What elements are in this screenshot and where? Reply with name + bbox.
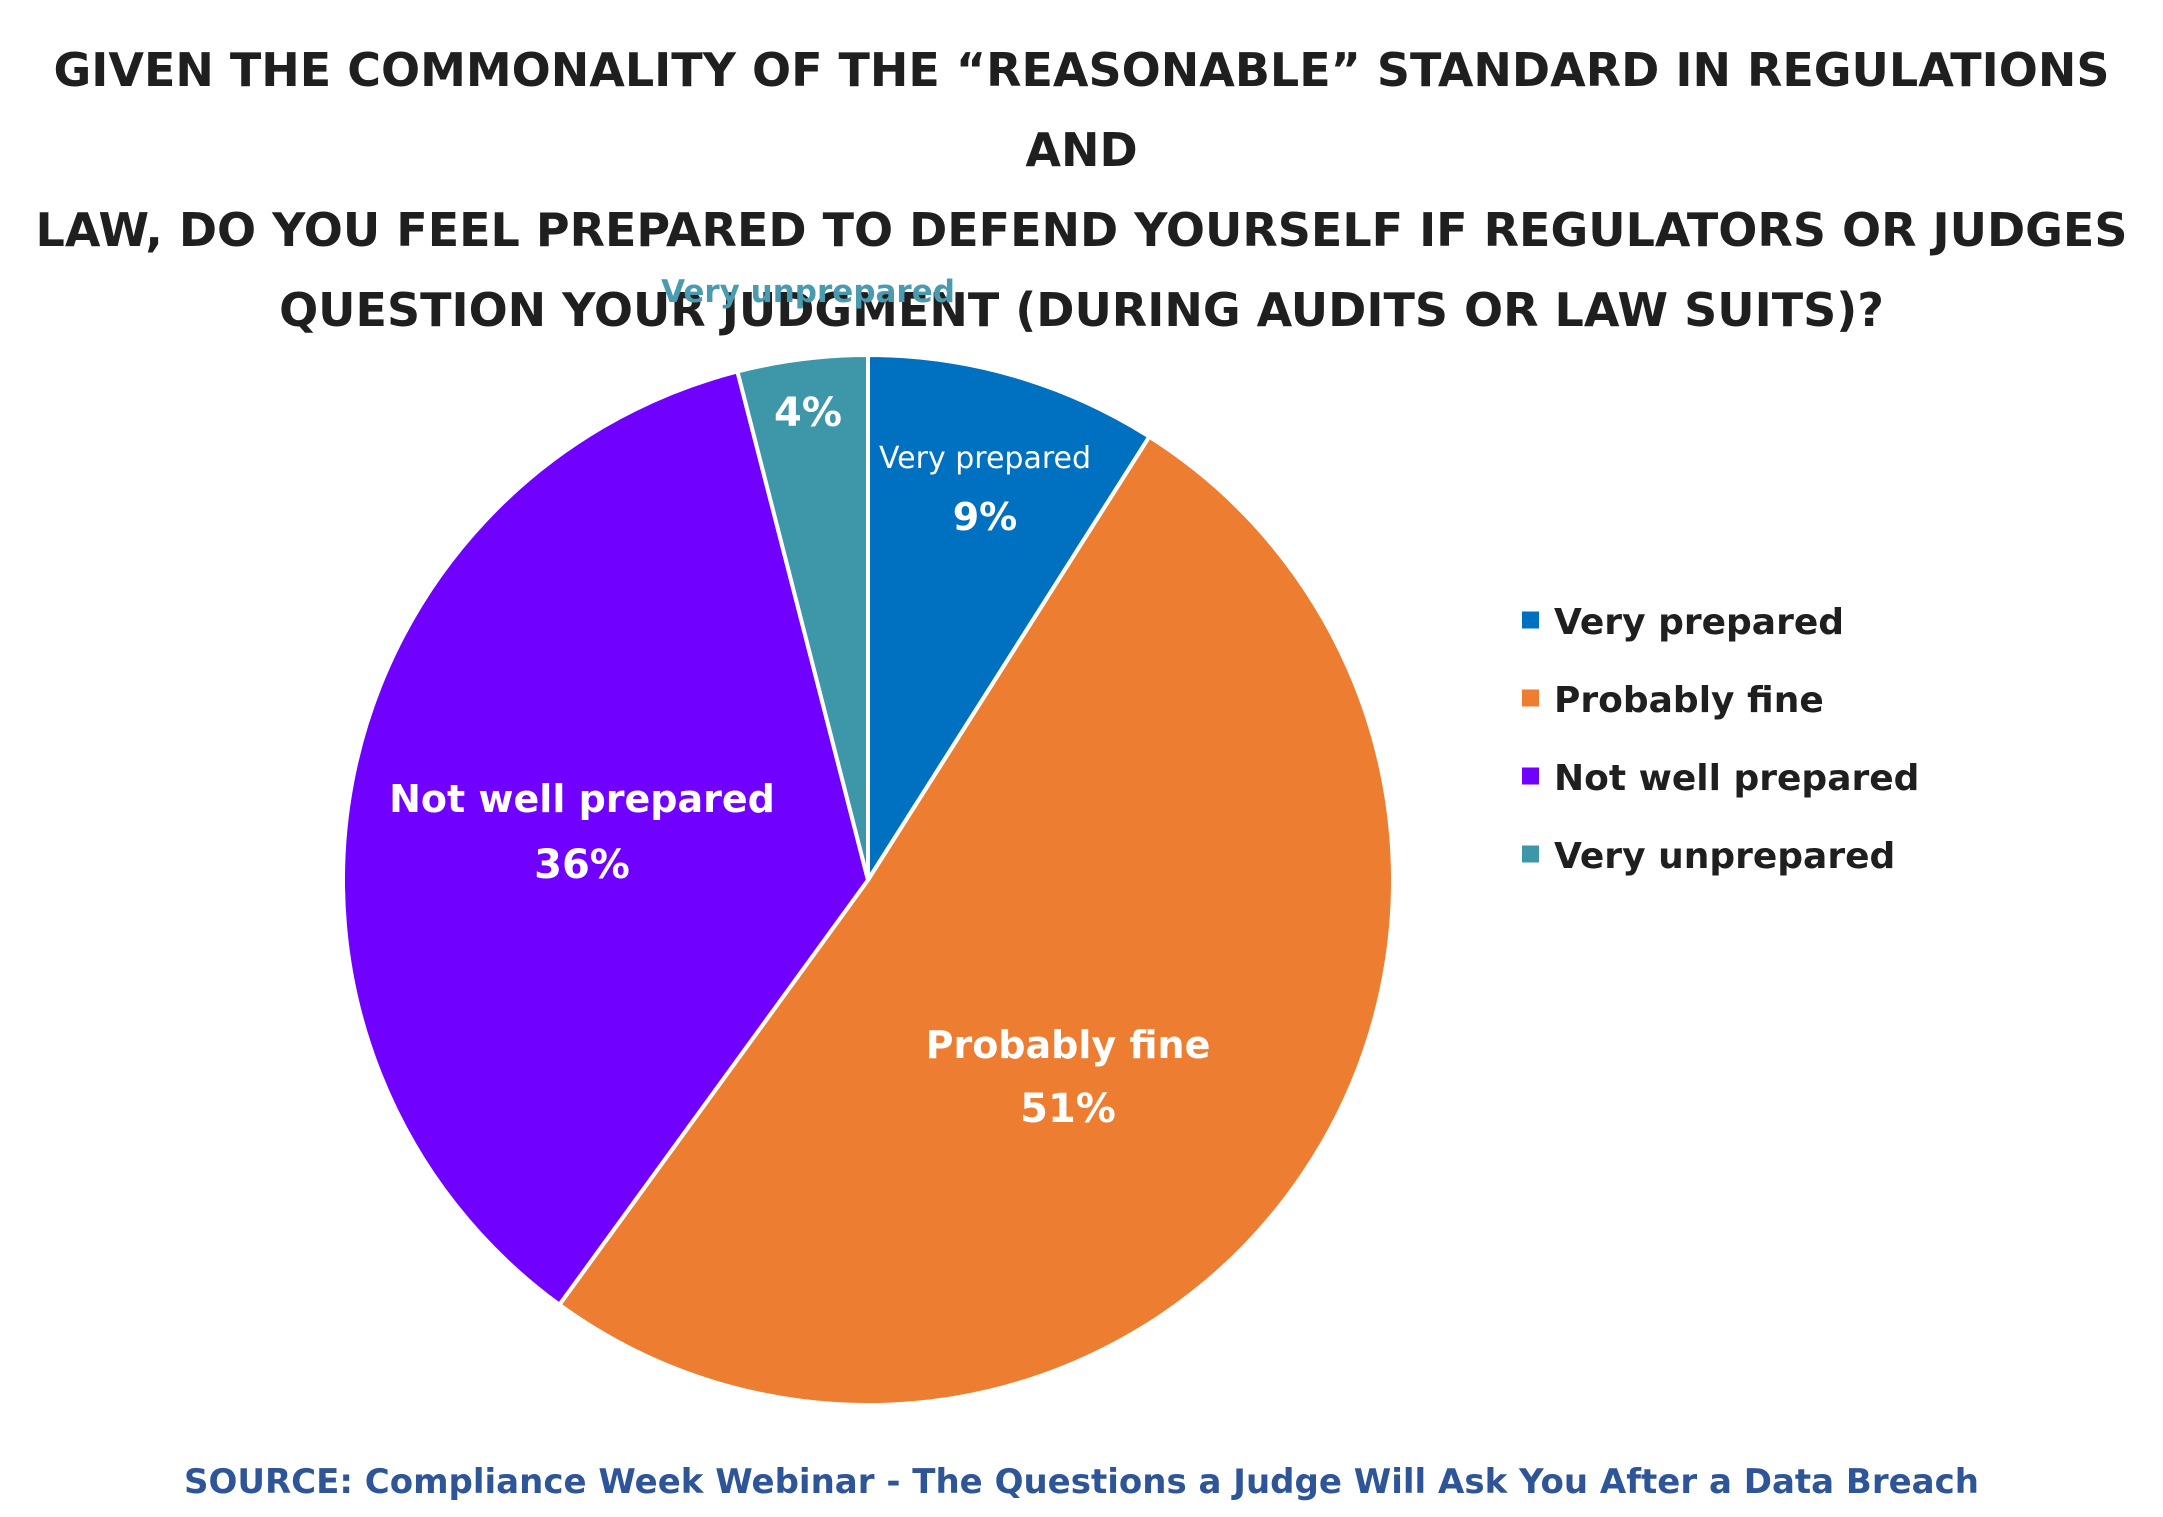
- title-line-1: GIVEN THE COMMONALITY OF THE “REASONABLE…: [53, 43, 2110, 177]
- pie-slice-very-prepared: [866, 352, 1153, 887]
- title-line-3: QUESTION YOUR JUDGMENT (DURING AUDITS OR…: [279, 283, 1884, 337]
- legend-label-very-unprepared: Very unprepared: [1554, 836, 1895, 877]
- slice-label-probably-fine: Probably fine: [926, 1023, 1211, 1067]
- legend-label-very-prepared: Very prepared: [1554, 602, 1844, 643]
- slice-label-very-unprepared: Very unprepared: [661, 274, 955, 310]
- legend-swatch-probably-fine: [1522, 689, 1539, 707]
- source-note: SOURCE: Compliance Week Webinar - The Qu…: [184, 1462, 1979, 1502]
- pie-slice-not-well-prepared: [341, 369, 871, 1308]
- legend-label-not-well-prepared: Not well prepared: [1554, 758, 1919, 799]
- title-line-2: LAW, DO YOU FEEL PREPARED TO DEFEND YOUR…: [35, 203, 2128, 257]
- slice-label-not-well-prepared: Not well prepared: [389, 777, 775, 821]
- pie-slice-probably-fine: [556, 433, 1396, 1407]
- slice-label-very-prepared: Very prepared: [879, 441, 1091, 476]
- slice-value-probably-fine: 51%: [1020, 1086, 1116, 1132]
- pie-slice-very-unprepared: [735, 352, 870, 881]
- legend-swatch-very-unprepared: [1522, 845, 1539, 863]
- legend-swatch-very-prepared: [1522, 611, 1539, 629]
- chart-title: GIVEN THE COMMONALITY OF THE “REASONABLE…: [0, 30, 2163, 350]
- slice-value-not-well-prepared: 36%: [534, 842, 630, 888]
- legend-swatch-not-well-prepared: [1522, 767, 1539, 785]
- slice-value-very-unprepared: 4%: [774, 390, 842, 436]
- slice-value-very-prepared: 9%: [953, 495, 1018, 539]
- legend-label-probably-fine: Probably fine: [1554, 680, 1824, 721]
